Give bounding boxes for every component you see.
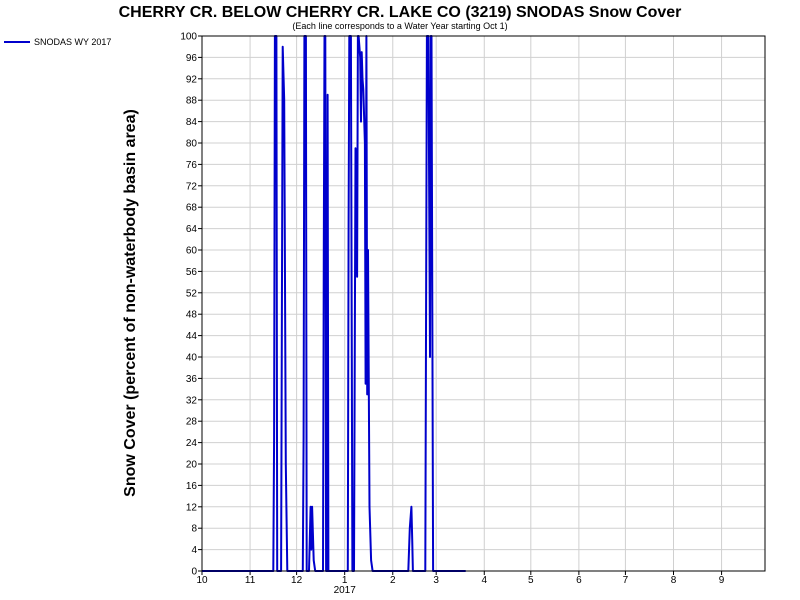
- x-tick-label: 4: [481, 575, 487, 586]
- x-tick-label: 12: [291, 575, 303, 586]
- x-tick-label: 8: [671, 575, 677, 586]
- x-tick-label: 3: [433, 575, 439, 586]
- legend-entry-label: SNODAS WY 2017: [34, 37, 111, 47]
- x-tick-label: 9: [719, 575, 725, 586]
- y-tick-label: 32: [186, 395, 198, 406]
- series-line: [202, 35, 466, 572]
- plot-series: [202, 35, 466, 572]
- y-axis-ticks: 0481216202428323640444852566064687276808…: [180, 32, 202, 578]
- y-tick-label: 36: [186, 374, 198, 385]
- y-tick-label: 76: [186, 160, 198, 171]
- y-tick-label: 48: [186, 310, 198, 321]
- x-tick-label: 6: [576, 575, 582, 586]
- y-tick-label: 0: [191, 567, 197, 578]
- y-tick-label: 16: [186, 481, 198, 492]
- y-tick-label: 20: [186, 460, 198, 471]
- y-tick-label: 84: [186, 117, 198, 128]
- y-axis-label: Snow Cover (percent of non-waterbody bas…: [122, 109, 139, 497]
- y-tick-label: 96: [186, 53, 198, 64]
- x-tick-label: 11: [245, 575, 256, 586]
- chart-title: CHERRY CR. BELOW CHERRY CR. LAKE CO (321…: [119, 4, 682, 21]
- plot-frame: [201, 35, 766, 572]
- x-tick-label: 10: [196, 575, 208, 586]
- y-tick-label: 64: [186, 224, 198, 235]
- x-tick-label: 1: [342, 575, 348, 586]
- y-tick-label: 60: [186, 246, 198, 257]
- y-tick-label: 92: [186, 74, 198, 85]
- y-tick-label: 40: [186, 353, 198, 364]
- x-tick-label: 5: [528, 575, 534, 586]
- legend: SNODAS WY 2017: [4, 37, 111, 47]
- y-tick-label: 24: [186, 438, 198, 449]
- y-tick-label: 72: [186, 181, 198, 192]
- grid: [201, 35, 765, 572]
- y-tick-label: 44: [186, 331, 198, 342]
- y-tick-label: 28: [186, 417, 198, 428]
- y-tick-label: 68: [186, 203, 198, 214]
- y-tick-label: 4: [191, 545, 197, 556]
- x-year-label: 2017: [334, 585, 357, 596]
- chart-subtitle: (Each line corresponds to a Water Year s…: [292, 21, 507, 31]
- y-tick-label: 88: [186, 96, 198, 107]
- y-tick-label: 80: [186, 139, 198, 150]
- x-tick-label: 2: [390, 575, 396, 586]
- y-tick-label: 12: [186, 502, 198, 513]
- y-tick-label: 56: [186, 267, 198, 278]
- y-tick-label: 8: [191, 524, 197, 535]
- y-tick-label: 52: [186, 288, 198, 299]
- x-tick-label: 7: [623, 575, 629, 586]
- y-tick-label: 100: [180, 32, 197, 43]
